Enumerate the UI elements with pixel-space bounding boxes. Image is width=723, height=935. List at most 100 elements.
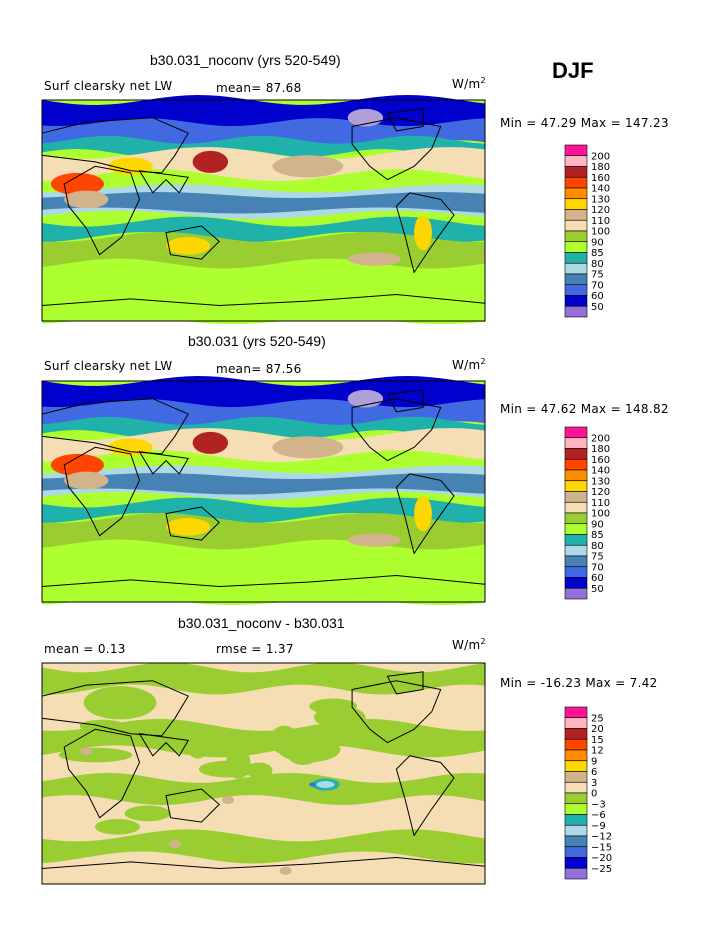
panel3-colorbar-label: −20 xyxy=(591,853,612,864)
panel2-band-tropic-blue xyxy=(42,473,485,495)
panel3-colorbar-box xyxy=(564,792,588,805)
panel1-coastline xyxy=(351,117,442,181)
panel3-coastline xyxy=(63,728,141,819)
panel2-colorbar-box xyxy=(564,534,588,546)
panel1-warm-region xyxy=(64,190,109,209)
panel2-colorbar-label: 160 xyxy=(591,455,610,466)
panel3-colorbar-label: 15 xyxy=(591,735,604,746)
panel1-colorbar-box xyxy=(564,144,588,157)
panel1-colorbar-label: 85 xyxy=(591,248,604,259)
panel3-colorbar-label: −3 xyxy=(591,799,606,810)
panel3-colorbar-box xyxy=(564,803,588,815)
panel3-rmse: rmse = 1.37 xyxy=(216,642,294,656)
panel3-negative-blob xyxy=(83,686,157,720)
panel1-band-tropic-blue xyxy=(42,192,485,214)
panel3-colorbar-box xyxy=(564,728,588,740)
panel1-colorbar-box xyxy=(564,295,588,307)
panel3-band-subtropic-neg xyxy=(42,718,485,758)
panel3-colorbar-label: 20 xyxy=(591,724,604,735)
panel3-colorbar-box xyxy=(564,760,588,772)
panel3-colorbar-label: −12 xyxy=(591,832,612,843)
panel1-units: W/m2 xyxy=(452,76,486,91)
panel3-coastline xyxy=(41,680,189,737)
panel1-minmax: Min = 47.29 Max = 147.23 xyxy=(500,116,669,130)
panel3-colorbar-label: −6 xyxy=(591,810,606,821)
panel2-colorbar-label: 75 xyxy=(591,552,604,563)
panel1-band-north-teal xyxy=(42,135,485,157)
panel2-warm-region xyxy=(272,436,344,459)
panel2-coastline xyxy=(41,574,486,588)
panel3-colorbar-box xyxy=(564,749,588,762)
panel3-coastline xyxy=(395,755,455,837)
panel2-warm-region xyxy=(64,471,109,490)
panel3-colorbar-box xyxy=(564,824,588,837)
panel1-warm-region xyxy=(50,172,105,196)
panel1-colorbar-box xyxy=(564,284,588,296)
panel1-colorbar-box xyxy=(564,230,588,243)
panel1-map-frame xyxy=(41,99,486,322)
panel2-colorbar-box xyxy=(564,480,588,492)
panel3-colorbar-box xyxy=(564,738,588,751)
panel1-colorbar-box xyxy=(564,198,588,210)
panel2-warm-region xyxy=(192,431,229,454)
panel1-coastline xyxy=(386,108,424,132)
panel3-colorbar-label: −9 xyxy=(591,821,606,832)
panel2-band-subtropic-n xyxy=(42,428,485,463)
panel3-colorbar-box xyxy=(564,814,588,826)
panel2-colorbar-label: 80 xyxy=(591,541,604,552)
panel2-colorbar-box xyxy=(564,577,588,589)
panel2-colorbar-label: 110 xyxy=(591,498,610,509)
panel2-colorbar-label: 100 xyxy=(591,509,610,520)
panel3-negative-blob xyxy=(185,726,211,759)
panel3-band-tropic-neg xyxy=(42,772,485,805)
panel3-anomaly-inner xyxy=(316,781,335,789)
panel2-band-north-teal xyxy=(42,416,485,438)
panel2-colorbar-box xyxy=(564,566,588,578)
panel3-colorbar-box xyxy=(564,857,588,869)
panel1-colorbar-box xyxy=(564,187,588,200)
panel2-coastline xyxy=(41,398,189,455)
panel3-colorbar-label: 6 xyxy=(591,767,597,778)
panel1-coastline xyxy=(138,170,190,194)
panel3-positive-blob xyxy=(279,866,292,875)
panel2-colorbar-box xyxy=(564,501,588,514)
panel3-title: b30.031_noconv - b30.031 xyxy=(178,615,345,631)
panel2-minmax: Min = 47.62 Max = 148.82 xyxy=(500,402,669,416)
panel1-colorbar-box xyxy=(564,166,588,178)
panel2-colorbar-box xyxy=(564,587,588,600)
panel3-coastline xyxy=(386,671,424,695)
panel3-colorbar-label: 12 xyxy=(591,746,604,757)
panel2-variable-label: Surf clearsky net LW xyxy=(44,359,173,373)
panel1-colorbar-label: 80 xyxy=(591,259,604,270)
panel2-colorbar-label: 140 xyxy=(591,466,610,477)
panel1-warm-region xyxy=(166,237,211,255)
panel1-colorbar-label: 50 xyxy=(591,302,604,313)
panel1-coastline xyxy=(395,192,455,274)
panel3-colorbar-label: 9 xyxy=(591,756,597,767)
panel2-warm-region xyxy=(414,495,432,532)
panel1-colorbar-label: 160 xyxy=(591,173,610,184)
panel3-negative-blob xyxy=(58,747,133,763)
panel1-band-subtropic-n xyxy=(42,147,485,182)
panel1-colorbar-box xyxy=(564,241,588,253)
panel2-coastline xyxy=(386,389,424,413)
panel3-colorbar-label: −15 xyxy=(591,842,612,853)
panel1-warm-region xyxy=(414,214,432,251)
panel1-colorbar-box xyxy=(564,219,588,232)
panel2-warm-region xyxy=(50,453,105,477)
panel2-warm-region xyxy=(166,518,211,536)
panel3-negative-blob xyxy=(79,719,125,732)
panel2-coastline xyxy=(138,451,190,475)
panel1-colorbar-label: 70 xyxy=(591,280,604,291)
panel1-coastline xyxy=(41,293,486,307)
season-label: DJF xyxy=(552,58,594,83)
panel1-colorbar-box xyxy=(564,176,588,189)
panel3-band-south-neg xyxy=(42,829,485,864)
panel3-colorbar-box xyxy=(564,771,588,783)
panel2-warm-region xyxy=(347,533,401,547)
panel1-coastline xyxy=(165,225,220,260)
panel1-mean: mean= 87.68 xyxy=(216,81,302,95)
panel2-colorbar-label: 90 xyxy=(591,519,604,530)
panel3-coastline xyxy=(351,680,442,744)
